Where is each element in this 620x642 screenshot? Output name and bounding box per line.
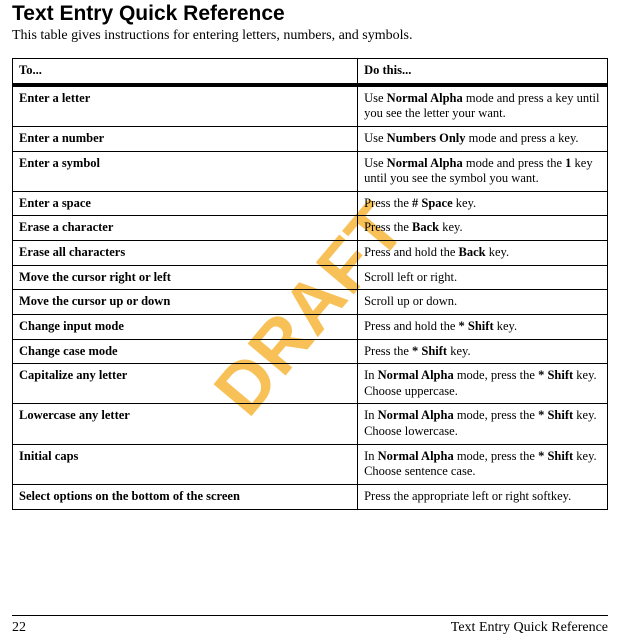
intro-text: This table gives instructions for enteri… (12, 28, 608, 44)
row-to: Enter a symbol (13, 151, 358, 191)
row-do: Press the # Space key. (358, 191, 608, 216)
row-to: Move the cursor up or down (13, 290, 358, 315)
table-row: Erase all charactersPress and hold the B… (13, 241, 608, 266)
row-to: Select options on the bottom of the scre… (13, 484, 358, 509)
row-to: Lowercase any letter (13, 404, 358, 444)
row-to: Enter a number (13, 126, 358, 151)
row-do: In Normal Alpha mode, press the * Shift … (358, 444, 608, 484)
table-row: Change input modePress and hold the * Sh… (13, 314, 608, 339)
table-row: Change case modePress the * Shift key. (13, 339, 608, 364)
page-title: Text Entry Quick Reference (12, 2, 608, 26)
row-to: Erase all characters (13, 241, 358, 266)
page-number: 22 (12, 620, 26, 636)
table-row: Enter a symbolUse Normal Alpha mode and … (13, 151, 608, 191)
row-do: Use Numbers Only mode and press a key. (358, 126, 608, 151)
row-do: Press the Back key. (358, 216, 608, 241)
row-do: Press the appropriate left or right soft… (358, 484, 608, 509)
row-do: Use Normal Alpha mode and press a key un… (358, 85, 608, 127)
row-do: Scroll left or right. (358, 265, 608, 290)
row-do: Use Normal Alpha mode and press the 1 ke… (358, 151, 608, 191)
table-row: Lowercase any letterIn Normal Alpha mode… (13, 404, 608, 444)
footer-section: Text Entry Quick Reference (451, 620, 608, 636)
row-do: In Normal Alpha mode, press the * Shift … (358, 404, 608, 444)
row-to: Erase a character (13, 216, 358, 241)
page-footer: 22 Text Entry Quick Reference (0, 615, 620, 636)
row-to: Enter a space (13, 191, 358, 216)
table-row: Move the cursor up or downScroll up or d… (13, 290, 608, 315)
header-to: To... (13, 59, 358, 85)
table-row: Enter a spacePress the # Space key. (13, 191, 608, 216)
row-to: Move the cursor right or left (13, 265, 358, 290)
table-row: Select options on the bottom of the scre… (13, 484, 608, 509)
row-to: Capitalize any letter (13, 364, 358, 404)
header-do: Do this... (358, 59, 608, 85)
table-row: Erase a characterPress the Back key. (13, 216, 608, 241)
row-do: In Normal Alpha mode, press the * Shift … (358, 364, 608, 404)
row-to: Enter a letter (13, 85, 358, 127)
table-row: Initial capsIn Normal Alpha mode, press … (13, 444, 608, 484)
reference-table: To... Do this... Enter a letterUse Norma… (12, 58, 608, 510)
row-to: Change case mode (13, 339, 358, 364)
table-row: Move the cursor right or leftScroll left… (13, 265, 608, 290)
row-to: Initial caps (13, 444, 358, 484)
row-do: Press and hold the * Shift key. (358, 314, 608, 339)
table-row: Capitalize any letterIn Normal Alpha mod… (13, 364, 608, 404)
table-row: Enter a letterUse Normal Alpha mode and … (13, 85, 608, 127)
table-row: Enter a numberUse Numbers Only mode and … (13, 126, 608, 151)
row-do: Press and hold the Back key. (358, 241, 608, 266)
table-header-row: To... Do this... (13, 59, 608, 85)
row-do: Press the * Shift key. (358, 339, 608, 364)
row-do: Scroll up or down. (358, 290, 608, 315)
row-to: Change input mode (13, 314, 358, 339)
